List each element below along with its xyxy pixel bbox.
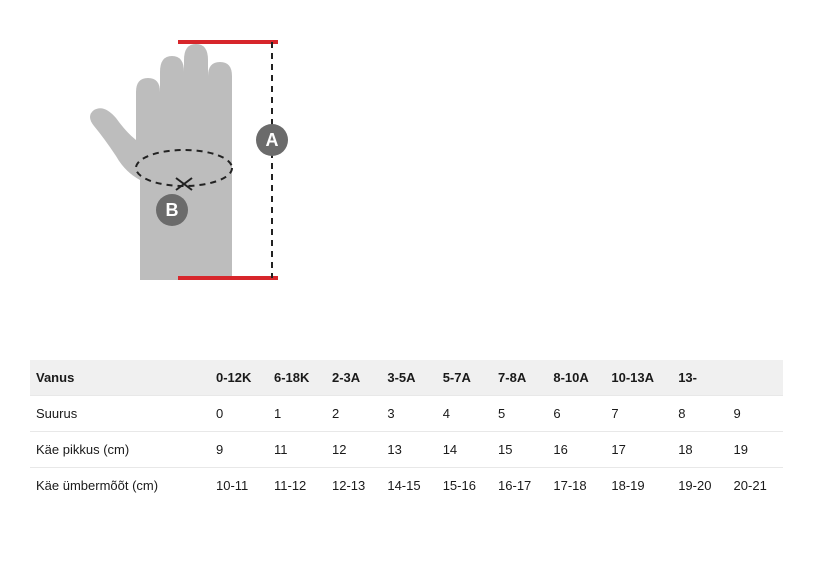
cell: 4 <box>437 396 492 432</box>
cell: 7 <box>605 396 672 432</box>
header-col: 0-12K <box>210 360 268 396</box>
cell: 8 <box>672 396 727 432</box>
header-col: 6-18K <box>268 360 326 396</box>
cell: 16-17 <box>492 468 547 504</box>
row-label: Suurus <box>30 396 210 432</box>
cell: 11-12 <box>268 468 326 504</box>
cell: 18-19 <box>605 468 672 504</box>
cell: 15-16 <box>437 468 492 504</box>
cell: 10-11 <box>210 468 268 504</box>
header-col: 3-5A <box>381 360 436 396</box>
header-col: 5-7A <box>437 360 492 396</box>
cell: 3 <box>381 396 436 432</box>
cell: 14 <box>437 432 492 468</box>
header-col: 10-13A <box>605 360 672 396</box>
cell: 19 <box>728 432 783 468</box>
cell: 0 <box>210 396 268 432</box>
cell: 2 <box>326 396 381 432</box>
header-vanus: Vanus <box>30 360 210 396</box>
header-col: 2-3A <box>326 360 381 396</box>
cell: 9 <box>728 396 783 432</box>
cell: 17 <box>605 432 672 468</box>
header-col: 7-8A <box>492 360 547 396</box>
cell: 1 <box>268 396 326 432</box>
cell: 17-18 <box>547 468 605 504</box>
table-row: Suurus 0 1 2 3 4 5 6 7 8 9 <box>30 396 783 432</box>
header-col: 13- <box>672 360 727 396</box>
cell: 11 <box>268 432 326 468</box>
row-label: Käe ümbermõõt (cm) <box>30 468 210 504</box>
cell: 20-21 <box>728 468 783 504</box>
row-label: Käe pikkus (cm) <box>30 432 210 468</box>
header-col <box>728 360 783 396</box>
cell: 14-15 <box>381 468 436 504</box>
table-header-row: Vanus 0-12K 6-18K 2-3A 3-5A 5-7A 7-8A 8-… <box>30 360 783 396</box>
cell: 5 <box>492 396 547 432</box>
cell: 16 <box>547 432 605 468</box>
cell: 15 <box>492 432 547 468</box>
cell: 12-13 <box>326 468 381 504</box>
hand-silhouette <box>90 44 232 280</box>
cell: 6 <box>547 396 605 432</box>
cell: 9 <box>210 432 268 468</box>
marker-b-label: B <box>166 200 179 220</box>
marker-a-label: A <box>266 130 279 150</box>
cell: 19-20 <box>672 468 727 504</box>
cell: 18 <box>672 432 727 468</box>
size-table: Vanus 0-12K 6-18K 2-3A 3-5A 5-7A 7-8A 8-… <box>30 360 783 503</box>
cell: 13 <box>381 432 436 468</box>
cell: 12 <box>326 432 381 468</box>
hand-measurement-diagram: A B <box>70 20 350 300</box>
table-row: Käe pikkus (cm) 9 11 12 13 14 15 16 17 1… <box>30 432 783 468</box>
header-col: 8-10A <box>547 360 605 396</box>
table-row: Käe ümbermõõt (cm) 10-11 11-12 12-13 14-… <box>30 468 783 504</box>
